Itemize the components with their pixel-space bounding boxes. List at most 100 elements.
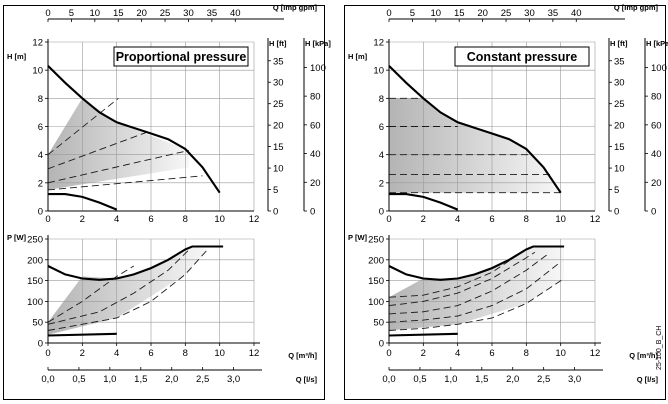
head-top-tick-label: 15 <box>454 8 465 19</box>
head-ft-tick-label: 5 <box>273 185 278 196</box>
ls-tick-label: 3,0 <box>568 374 581 385</box>
head-ft-axis-label: H [ft] <box>269 39 287 48</box>
chart-title-box <box>113 46 249 67</box>
head-ft-tick-label: 0 <box>614 207 619 218</box>
head-top-tick-label: 25 <box>501 8 512 19</box>
head-ft-tick-label: 35 <box>273 56 284 67</box>
power-left-tick-label: 250 <box>27 235 43 246</box>
head-ft-tick-label: 20 <box>614 121 625 132</box>
head-kpa-tick-label: 80 <box>310 92 321 103</box>
power-bottom-tick-label: 2 <box>80 348 85 359</box>
figure-code-label: 25-100_B_CH <box>656 326 663 370</box>
power-control-curve <box>388 278 565 331</box>
power-bottom-tick-label: 12 <box>590 348 601 359</box>
power-control-curve <box>388 253 549 315</box>
ls-tick-label: 1,0 <box>103 374 116 385</box>
head-kpa-axis-label: H [kPa] <box>646 39 668 48</box>
power-bottom-tick-label: 8 <box>524 348 529 359</box>
chart-title-box <box>454 46 590 67</box>
power-operating-area <box>389 246 565 331</box>
head-ft-tick-label: 30 <box>273 78 284 89</box>
power-left-tick-label: 50 <box>32 318 43 329</box>
head-kpa-tick-label: 80 <box>651 92 662 103</box>
head-top-axis-label: Q [Imp gpm] <box>614 3 659 12</box>
head-top-tick-label: 30 <box>524 8 535 19</box>
ls-tick-label: 0,5 <box>72 374 85 385</box>
head-left-tick-label: 4 <box>38 150 43 161</box>
head-kpa-axis-label: H [kPa] <box>305 39 331 48</box>
head-left-tick-label: 6 <box>379 122 384 133</box>
head-bottom-tick-label: 8 <box>524 214 529 225</box>
head-bottom-tick-label: 10 <box>214 214 225 225</box>
head-ft-tick-label: 25 <box>273 99 284 110</box>
head-control-curve <box>47 130 152 170</box>
panel-border <box>344 5 666 400</box>
ls-tick-label: 2,0 <box>506 374 519 385</box>
power-left-tick-label: 0 <box>38 339 43 350</box>
head-left-tick-label: 6 <box>38 122 43 133</box>
head-control-curve <box>47 149 189 184</box>
power-max-curve <box>47 245 224 281</box>
power-bottom-tick-label: 0 <box>45 348 50 359</box>
head-top-tick-label: 5 <box>410 8 415 19</box>
head-bottom-tick-label: 12 <box>590 214 601 225</box>
head-left-tick-label: 2 <box>379 178 384 189</box>
power-min-curve <box>388 332 458 337</box>
ls-tick-label: 2,0 <box>165 374 178 385</box>
power-x-axis-label: Q [m³/h] <box>629 351 658 360</box>
head-top-tick-label: 30 <box>183 8 194 19</box>
ls-tick-label: 1,5 <box>475 374 488 385</box>
power-control-curve <box>388 251 536 307</box>
head-left-tick-label: 10 <box>32 66 43 77</box>
power-bottom-tick-label: 2 <box>421 348 426 359</box>
head-kpa-tick-label: 0 <box>651 207 656 218</box>
power-left-tick-label: 50 <box>373 318 384 329</box>
head-kpa-tick-label: 100 <box>310 63 326 74</box>
head-ft-tick-label: 0 <box>273 207 278 218</box>
head-control-curve <box>47 97 119 156</box>
power-control-curve <box>47 249 209 331</box>
power-bottom-tick-label: 10 <box>555 348 566 359</box>
power-control-curve <box>388 261 561 323</box>
power-left-tick-label: 100 <box>368 297 384 308</box>
head-kpa-tick-label: 60 <box>651 120 662 131</box>
power-left-tick-label: 250 <box>368 235 384 246</box>
power-left-tick-label: 0 <box>379 339 384 350</box>
ls-tick-label: 0,0 <box>382 374 395 385</box>
head-bottom-tick-label: 4 <box>114 214 119 225</box>
head-top-axis-label: Q [Imp gpm] <box>273 3 318 12</box>
head-top-tick-label: 0 <box>45 8 50 19</box>
head-min-curve <box>389 193 459 211</box>
power-left-axis-label: P [W] <box>348 233 368 242</box>
head-bottom-tick-label: 6 <box>148 214 153 225</box>
head-left-tick-label: 4 <box>379 150 384 161</box>
ls-axis-label: Q [l/s] <box>296 375 318 384</box>
head-top-tick-label: 10 <box>90 8 101 19</box>
head-operating-area <box>48 98 189 190</box>
head-top-tick-label: 40 <box>230 8 241 19</box>
head-left-tick-label: 0 <box>38 207 43 218</box>
power-operating-area <box>48 246 208 335</box>
chart-title: Proportional pressure <box>116 50 247 64</box>
head-kpa-tick-label: 20 <box>651 178 662 189</box>
ls-tick-label: 2,5 <box>196 374 209 385</box>
head-operating-area <box>389 98 561 193</box>
head-bottom-tick-label: 0 <box>45 214 50 225</box>
head-ft-tick-label: 35 <box>614 56 625 67</box>
power-bottom-tick-label: 4 <box>114 348 119 359</box>
ls-axis-label: Q [l/s] <box>637 375 659 384</box>
head-bottom-tick-label: 0 <box>386 214 391 225</box>
head-left-axis-label: H [m] <box>7 52 27 61</box>
head-ft-tick-label: 15 <box>614 142 625 153</box>
head-ft-tick-label: 20 <box>273 121 284 132</box>
head-bottom-tick-label: 2 <box>421 214 426 225</box>
head-left-axis-label: H [m] <box>348 52 368 61</box>
power-bottom-tick-label: 6 <box>489 348 494 359</box>
chart-title: Constant pressure <box>467 50 577 64</box>
